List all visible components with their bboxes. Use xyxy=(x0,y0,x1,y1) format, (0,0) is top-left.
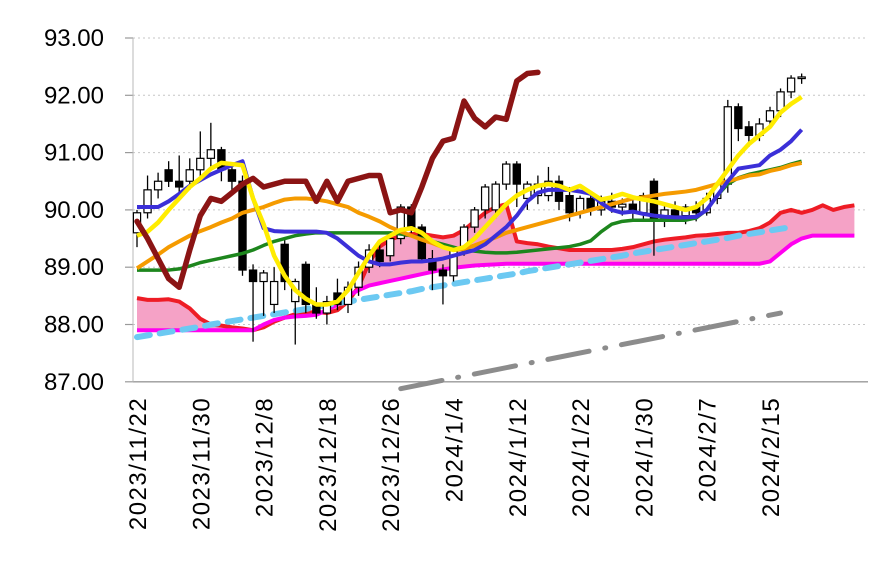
x-axis-tick-label: 2023/12/8 xyxy=(252,397,279,517)
candle-body xyxy=(565,194,574,214)
candle-body xyxy=(238,180,247,271)
candle-body xyxy=(786,77,796,93)
candle-body xyxy=(670,209,680,217)
candle-body xyxy=(206,149,216,159)
x-axis-tick-label: 2024/1/30 xyxy=(631,397,658,517)
x-axis-tick-label: 2023/12/26 xyxy=(378,397,405,532)
candle-body xyxy=(618,203,627,208)
candle-body xyxy=(175,180,184,188)
candle-body xyxy=(470,209,479,228)
x-axis-tick-label: 2023/11/22 xyxy=(125,397,152,530)
candle-body xyxy=(164,169,173,182)
y-axis-tick-label: 90.00 xyxy=(44,197,104,224)
x-axis-tick-label: 2023/11/30 xyxy=(188,397,215,530)
orange-ma-line xyxy=(135,160,803,271)
candle-body xyxy=(765,110,775,122)
candle-body xyxy=(248,269,258,283)
candle-body xyxy=(512,163,522,185)
senkou-b-magenta-line xyxy=(137,233,855,333)
candle-body xyxy=(153,180,163,191)
cloud-fill xyxy=(137,204,855,331)
candle-body xyxy=(396,206,405,240)
candle-body xyxy=(744,126,754,137)
candle-body xyxy=(301,263,311,306)
x-axis-tick-label: 2024/1/12 xyxy=(505,397,532,517)
candle-body xyxy=(797,76,806,80)
x-axis-tick-label: 2024/1/22 xyxy=(568,397,595,517)
candle-body xyxy=(143,189,152,214)
gray-dashdot-trend-line xyxy=(398,310,784,392)
candle-body xyxy=(227,169,237,182)
candle-body xyxy=(438,269,448,277)
y-axis-tick-label: 87.00 xyxy=(44,369,104,396)
yellow-ma-line xyxy=(136,95,803,307)
candle-body xyxy=(196,157,205,171)
candle-body xyxy=(375,249,384,263)
darkred-price-line xyxy=(134,69,541,291)
x-axis-tick-label: 2023/12/18 xyxy=(315,397,342,532)
candle-body xyxy=(480,186,490,211)
candle-body xyxy=(280,243,289,283)
candle-body xyxy=(491,183,500,211)
candle-body xyxy=(734,106,743,130)
candle-body xyxy=(386,237,395,257)
y-axis-tick-label: 92.00 xyxy=(44,82,104,109)
candle-body xyxy=(322,300,332,314)
y-axis-tick-label: 91.00 xyxy=(44,140,104,167)
cyan-dashed-trend-line xyxy=(134,224,795,341)
x-axis-tick-label: 2024/1/4 xyxy=(442,397,469,502)
candle-body xyxy=(269,280,279,306)
x-axis-tick-label: 2024/2/7 xyxy=(695,397,722,502)
candle-body xyxy=(259,272,268,283)
x-axis-tick-label: 2024/2/15 xyxy=(758,397,785,517)
y-axis-tick-label: 88.00 xyxy=(44,312,104,339)
y-axis-tick-label: 93.00 xyxy=(44,25,104,52)
y-axis-tick-label: 89.00 xyxy=(44,254,104,281)
candle-body xyxy=(502,163,511,185)
candle-body xyxy=(185,169,194,182)
